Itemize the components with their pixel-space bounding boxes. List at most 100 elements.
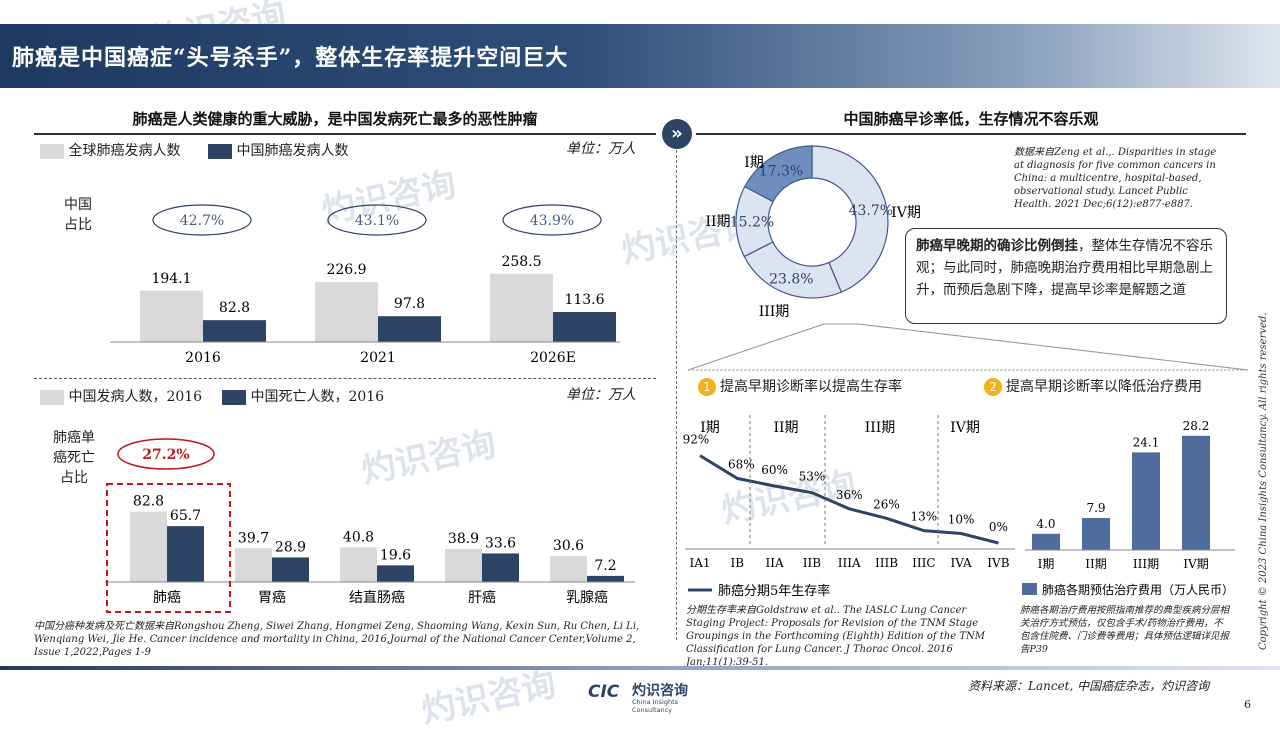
cost-bar (1132, 452, 1160, 550)
logo-cn: 灼识咨询 (632, 683, 688, 699)
legend-label: 中国发病人数，2016 (68, 389, 203, 405)
callout-bold: 肺癌早晚期的确诊比例倒挂 (916, 238, 1078, 254)
donut-value-label: 43.7% (849, 203, 893, 219)
donut-slice (811, 145, 889, 293)
x-tick-label: 肝癌 (468, 590, 496, 606)
bar-value-label: 82.8 (133, 494, 164, 510)
stage-group-label: I期 (700, 420, 720, 436)
survival-line-chart: 92% IA1 68% IB 60% IIA 53% IIB 36% IIIA 26% IIIB 13%… (683, 415, 1015, 599)
bar-value-label: 39.7 (238, 530, 269, 546)
legend-swatch-dark (208, 143, 232, 159)
callout-text: ，整体生存情况不容乐观；与此同时，肺癌晚期治疗费用相比早期急剧上升，而预后急剧下… (916, 238, 1213, 298)
legend-swatch-light (40, 143, 64, 159)
lung-death-ratio-label: 肺癌单 癌死亡 占比 (53, 430, 95, 486)
legend-swatch-dark (222, 389, 246, 405)
bar-china (203, 320, 266, 342)
survival-source-note: 分期生存率来自Goldstraw et al.. The IASLC Lung … (686, 605, 985, 668)
company-logo: CIC 灼识咨询 China Insights Consultancy (588, 680, 708, 714)
donut-stage-label: II期 (705, 214, 730, 230)
bar-death (482, 553, 519, 582)
x-tick-label: IIA (766, 556, 784, 570)
china-ratio-label: 中国 占比 (64, 197, 92, 233)
bar-global (315, 282, 378, 342)
survival-value-label: 68% (728, 457, 755, 471)
bar-death (587, 575, 624, 582)
bar-value-label: 40.8 (343, 529, 374, 545)
survival-value-label: 53% (799, 470, 826, 484)
survival-value-label: 92% (683, 433, 710, 447)
bar-value-label: 19.6 (380, 547, 411, 563)
cost-value-label: 4.0 (1036, 517, 1055, 531)
highlight-ratio-ellipse (117, 438, 215, 470)
donut-value-label: 17.3% (759, 164, 803, 180)
cic-logo-mark: CIC (588, 682, 620, 702)
donut-value-label: 23.8% (769, 271, 813, 287)
x-tick-label: 结直肠癌 (349, 589, 405, 606)
number-2-icon: 2 (984, 378, 1002, 396)
ratio-label: 43.9% (530, 213, 574, 229)
right-title-rule (696, 133, 1246, 135)
bar-death (167, 526, 204, 582)
strategy-2-label: 提高早期诊断率以降低治疗费用 (1006, 379, 1202, 395)
donut-slice (743, 145, 813, 203)
highlight-ratio-label: 27.2% (142, 447, 189, 463)
bar-value-label: 258.5 (501, 254, 541, 270)
cancer-data-note: 中国分癌种发病及死亡数据来自Rongshou Zheng, Siwei Zhan… (34, 621, 640, 658)
bar-incidence (235, 548, 272, 582)
cost-value-label: 24.1 (1133, 435, 1160, 449)
x-tick-label: I期 (1038, 557, 1055, 571)
cost-bar (1182, 435, 1210, 550)
strategy-1-label: 提高早期诊断率以提高生存率 (720, 379, 902, 395)
cost-bar-chart: 4.0 I期 7.9 II期 24.1 III期 28.2 IV期肺癌各期预估治疗费用（万人民… (1022, 419, 1235, 597)
stage-group-label: IV期 (950, 420, 980, 436)
x-tick-label: 肺癌 (153, 590, 181, 606)
right-section-title: 中国肺癌早诊率低，生存情况不容乐观 (843, 110, 1099, 128)
left-section-title: 肺癌是人类健康的重大威胁，是中国发病死亡最多的恶性肿瘤 (132, 110, 538, 128)
x-tick-label: IA1 (689, 556, 710, 570)
survival-value-label: 0% (989, 520, 1008, 534)
cost-bar (1082, 518, 1110, 550)
x-tick-label: 胃癌 (258, 590, 286, 606)
bar-incidence (130, 511, 167, 582)
legend-death-2016: 中国死亡人数，2016 (222, 386, 384, 406)
unit-label-bottom: 单位：万人 (566, 387, 636, 403)
bar-value-label: 82.8 (219, 300, 250, 316)
left-title-rule (34, 133, 656, 135)
left-divider (34, 378, 656, 379)
logo-en: China Insights Consultancy (632, 698, 679, 714)
cost-value-label: 28.2 (1183, 419, 1210, 433)
zigzag-connector (688, 323, 1248, 371)
x-tick-label: 2026E (530, 350, 576, 366)
bar-global (490, 273, 553, 342)
ratio-label: 42.7% (180, 213, 224, 229)
copyright: Copyright © 2023 China Insights Consulta… (1258, 312, 1269, 650)
bar-global (140, 290, 203, 342)
center-divider (676, 140, 677, 640)
ratio-ellipse (502, 204, 602, 236)
ratio-ellipse (327, 204, 427, 236)
x-tick-label: IV期 (1183, 557, 1208, 571)
donut-stage-label: III期 (759, 304, 790, 320)
legend-label: 肺癌分期5年生存率 (718, 583, 830, 599)
x-tick-label: 2021 (360, 350, 396, 366)
legend-global: 全球肺癌发病人数 (40, 140, 180, 160)
bar-value-label: 65.7 (170, 508, 201, 524)
x-tick-label: IVA (950, 556, 972, 570)
legend-china: 中国肺癌发病人数 (208, 140, 348, 160)
cancer-type-chart: 82.8 65.7 肺癌 39.7 28.9 胃癌 40.8 19.6 结直肠癌 38.9 33.6… (105, 438, 635, 613)
cost-bar (1032, 533, 1060, 550)
x-tick-label: IIIC (912, 556, 935, 570)
x-tick-label: IB (731, 556, 745, 570)
legend-swatch-light (40, 389, 64, 405)
legend-label: 中国肺癌发病人数 (236, 143, 349, 159)
bar-value-label: 30.6 (553, 538, 584, 554)
x-tick-label: 乳腺癌 (566, 590, 608, 606)
x-tick-label: II期 (1085, 557, 1106, 571)
bar-death (377, 565, 414, 582)
bar-china (553, 312, 616, 342)
bar-incidence (550, 555, 587, 582)
page-number: 6 (1244, 698, 1251, 711)
page-title: 肺癌是中国癌症“头号杀手”，整体生存率提升空间巨大 (12, 45, 569, 71)
bar-incidence (340, 547, 377, 582)
legend-label: 肺癌各期预估治疗费用（万人民币） (1042, 582, 1234, 597)
